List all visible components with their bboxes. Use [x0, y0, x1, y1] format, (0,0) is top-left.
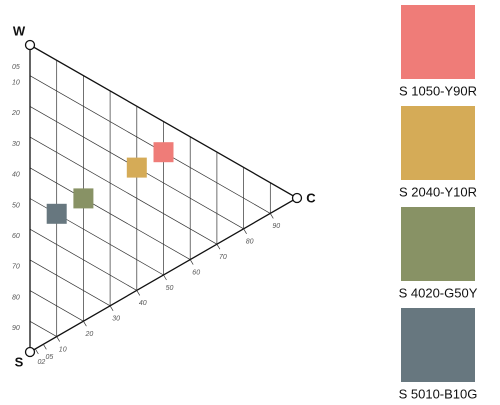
chromaticness-label: 40 — [139, 300, 147, 307]
chromaticness-label: 60 — [192, 269, 200, 276]
sample-on-triangle — [46, 203, 67, 224]
sample-swatch — [401, 5, 475, 79]
blackness-label: 80 — [12, 294, 20, 301]
blackness-label: 10 — [12, 80, 20, 87]
chromaticness-label: 30 — [112, 316, 120, 323]
sample-notation: S 4020-G50Y — [399, 285, 478, 300]
corner-dot — [291, 192, 303, 204]
scale-tick — [56, 336, 61, 342]
chromaticness-label: 70 — [219, 254, 227, 261]
grid-line — [29, 259, 111, 307]
chromaticness-label: 05 — [45, 354, 53, 361]
blackness-label: 30 — [12, 141, 20, 148]
sample-on-triangle — [126, 157, 147, 178]
corner-dot — [24, 346, 36, 358]
scale-tick — [269, 213, 274, 219]
sample-notation: S 2040-Y10R — [399, 184, 477, 199]
grid-line — [29, 136, 218, 245]
corner-c: C — [306, 190, 316, 205]
sample-swatch — [401, 308, 475, 382]
chromaticness-label: 02 — [37, 359, 45, 366]
corner-w: W — [13, 23, 26, 38]
blackness-label: 05 — [12, 64, 20, 71]
grid-line — [29, 320, 57, 337]
sample-notation: S 1050-Y90R — [399, 83, 477, 98]
corner-s: S — [15, 354, 24, 369]
scale-tick — [163, 274, 167, 281]
blackness-label: 60 — [12, 233, 20, 240]
sample-on-triangle — [73, 188, 94, 209]
scale-tick — [189, 259, 194, 265]
grid-line — [29, 228, 137, 291]
scale-tick — [216, 244, 221, 250]
chromaticness-label: 20 — [85, 331, 94, 338]
scale-tick — [35, 348, 39, 355]
sample-on-triangle — [153, 142, 174, 163]
sample-swatch — [401, 207, 475, 281]
sample-notation: S 5010-B10G — [399, 386, 478, 401]
scale-tick — [43, 344, 47, 350]
corner-dot — [24, 39, 36, 51]
scale-tick — [109, 305, 114, 311]
chromaticness-label: 80 — [246, 239, 254, 246]
chromaticness-label: 10 — [59, 346, 67, 353]
chromaticness-label: 90 — [272, 223, 280, 230]
scale-tick — [243, 228, 247, 234]
blackness-label: 90 — [12, 325, 20, 332]
scale-tick — [83, 321, 87, 327]
blackness-label: 70 — [12, 264, 20, 271]
grid-line — [29, 290, 84, 322]
chromaticness-label: 50 — [166, 285, 174, 292]
grid-line — [29, 75, 271, 214]
blackness-label: 20 — [11, 110, 20, 117]
blackness-label: 50 — [12, 202, 20, 209]
sample-swatch — [401, 106, 475, 180]
blackness-label: 40 — [12, 172, 20, 179]
scale-tick — [136, 290, 141, 296]
